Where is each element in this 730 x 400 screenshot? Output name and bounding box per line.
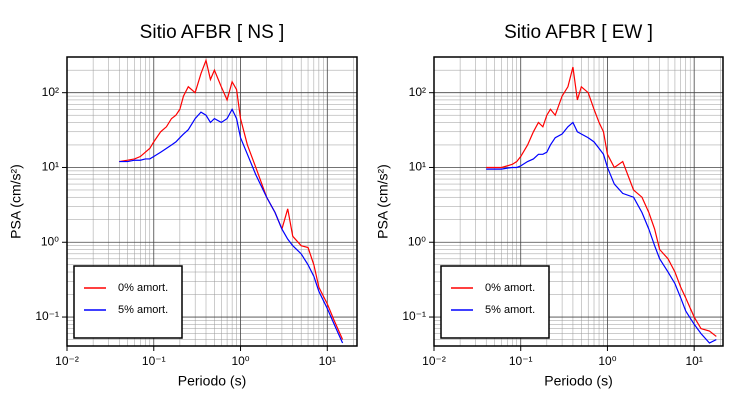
series-line — [119, 107, 344, 344]
x-tick-label: 10⁻² — [55, 354, 79, 368]
chart-title: Sitio AFBR [ NS ] — [140, 22, 285, 43]
series-line — [119, 58, 344, 340]
y-tick-label: 10¹ — [42, 160, 59, 174]
panel: 10⁻² 10⁻¹ 10⁰ 10¹ 10⁻¹ 10⁰ 10¹ 10² Sitio AFBR [ … — [375, 22, 724, 389]
legend-label: 0% amort. — [118, 282, 168, 294]
series-line — [486, 66, 717, 337]
plot-frame — [66, 56, 358, 347]
legend-box — [73, 265, 183, 339]
x-tick-label: 10¹ — [685, 354, 702, 368]
x-tick-label: 10¹ — [319, 354, 336, 368]
x-tick-label: 10⁻¹ — [509, 354, 533, 368]
y-tick-label: 10⁰ — [41, 234, 59, 248]
y-tick-label: 10² — [42, 85, 59, 99]
y-axis-label: PSA (cm/s²) — [8, 164, 24, 239]
legend-label: 5% amort. — [485, 304, 535, 316]
y-tick-label: 10⁻¹ — [402, 309, 426, 323]
legend-label: 0% amort. — [485, 282, 535, 294]
y-tick-label: 10⁰ — [408, 234, 426, 248]
x-tick-label: 10⁻¹ — [142, 354, 166, 368]
panel: 10⁻² 10⁻¹ 10⁰ 10¹ 10⁻¹ 10⁰ 10¹ 10² Sitio AFBR [ … — [8, 22, 358, 389]
x-axis-label: Periodo (s) — [544, 373, 612, 389]
y-tick-label: 10² — [409, 85, 426, 99]
x-tick-label: 10⁰ — [598, 354, 616, 368]
legend-box — [440, 265, 550, 339]
x-axis-label: Periodo (s) — [178, 373, 246, 389]
legend-label: 5% amort. — [118, 304, 168, 316]
x-tick-label: 10⁻² — [422, 354, 446, 368]
plot-frame — [433, 56, 724, 347]
x-tick-label: 10⁰ — [231, 354, 249, 368]
chart-title: Sitio AFBR [ EW ] — [504, 22, 653, 43]
y-tick-label: 10⁻¹ — [35, 309, 59, 323]
y-tick-label: 10¹ — [409, 160, 426, 174]
y-axis-label: PSA (cm/s²) — [375, 164, 391, 239]
series-line — [486, 121, 717, 344]
